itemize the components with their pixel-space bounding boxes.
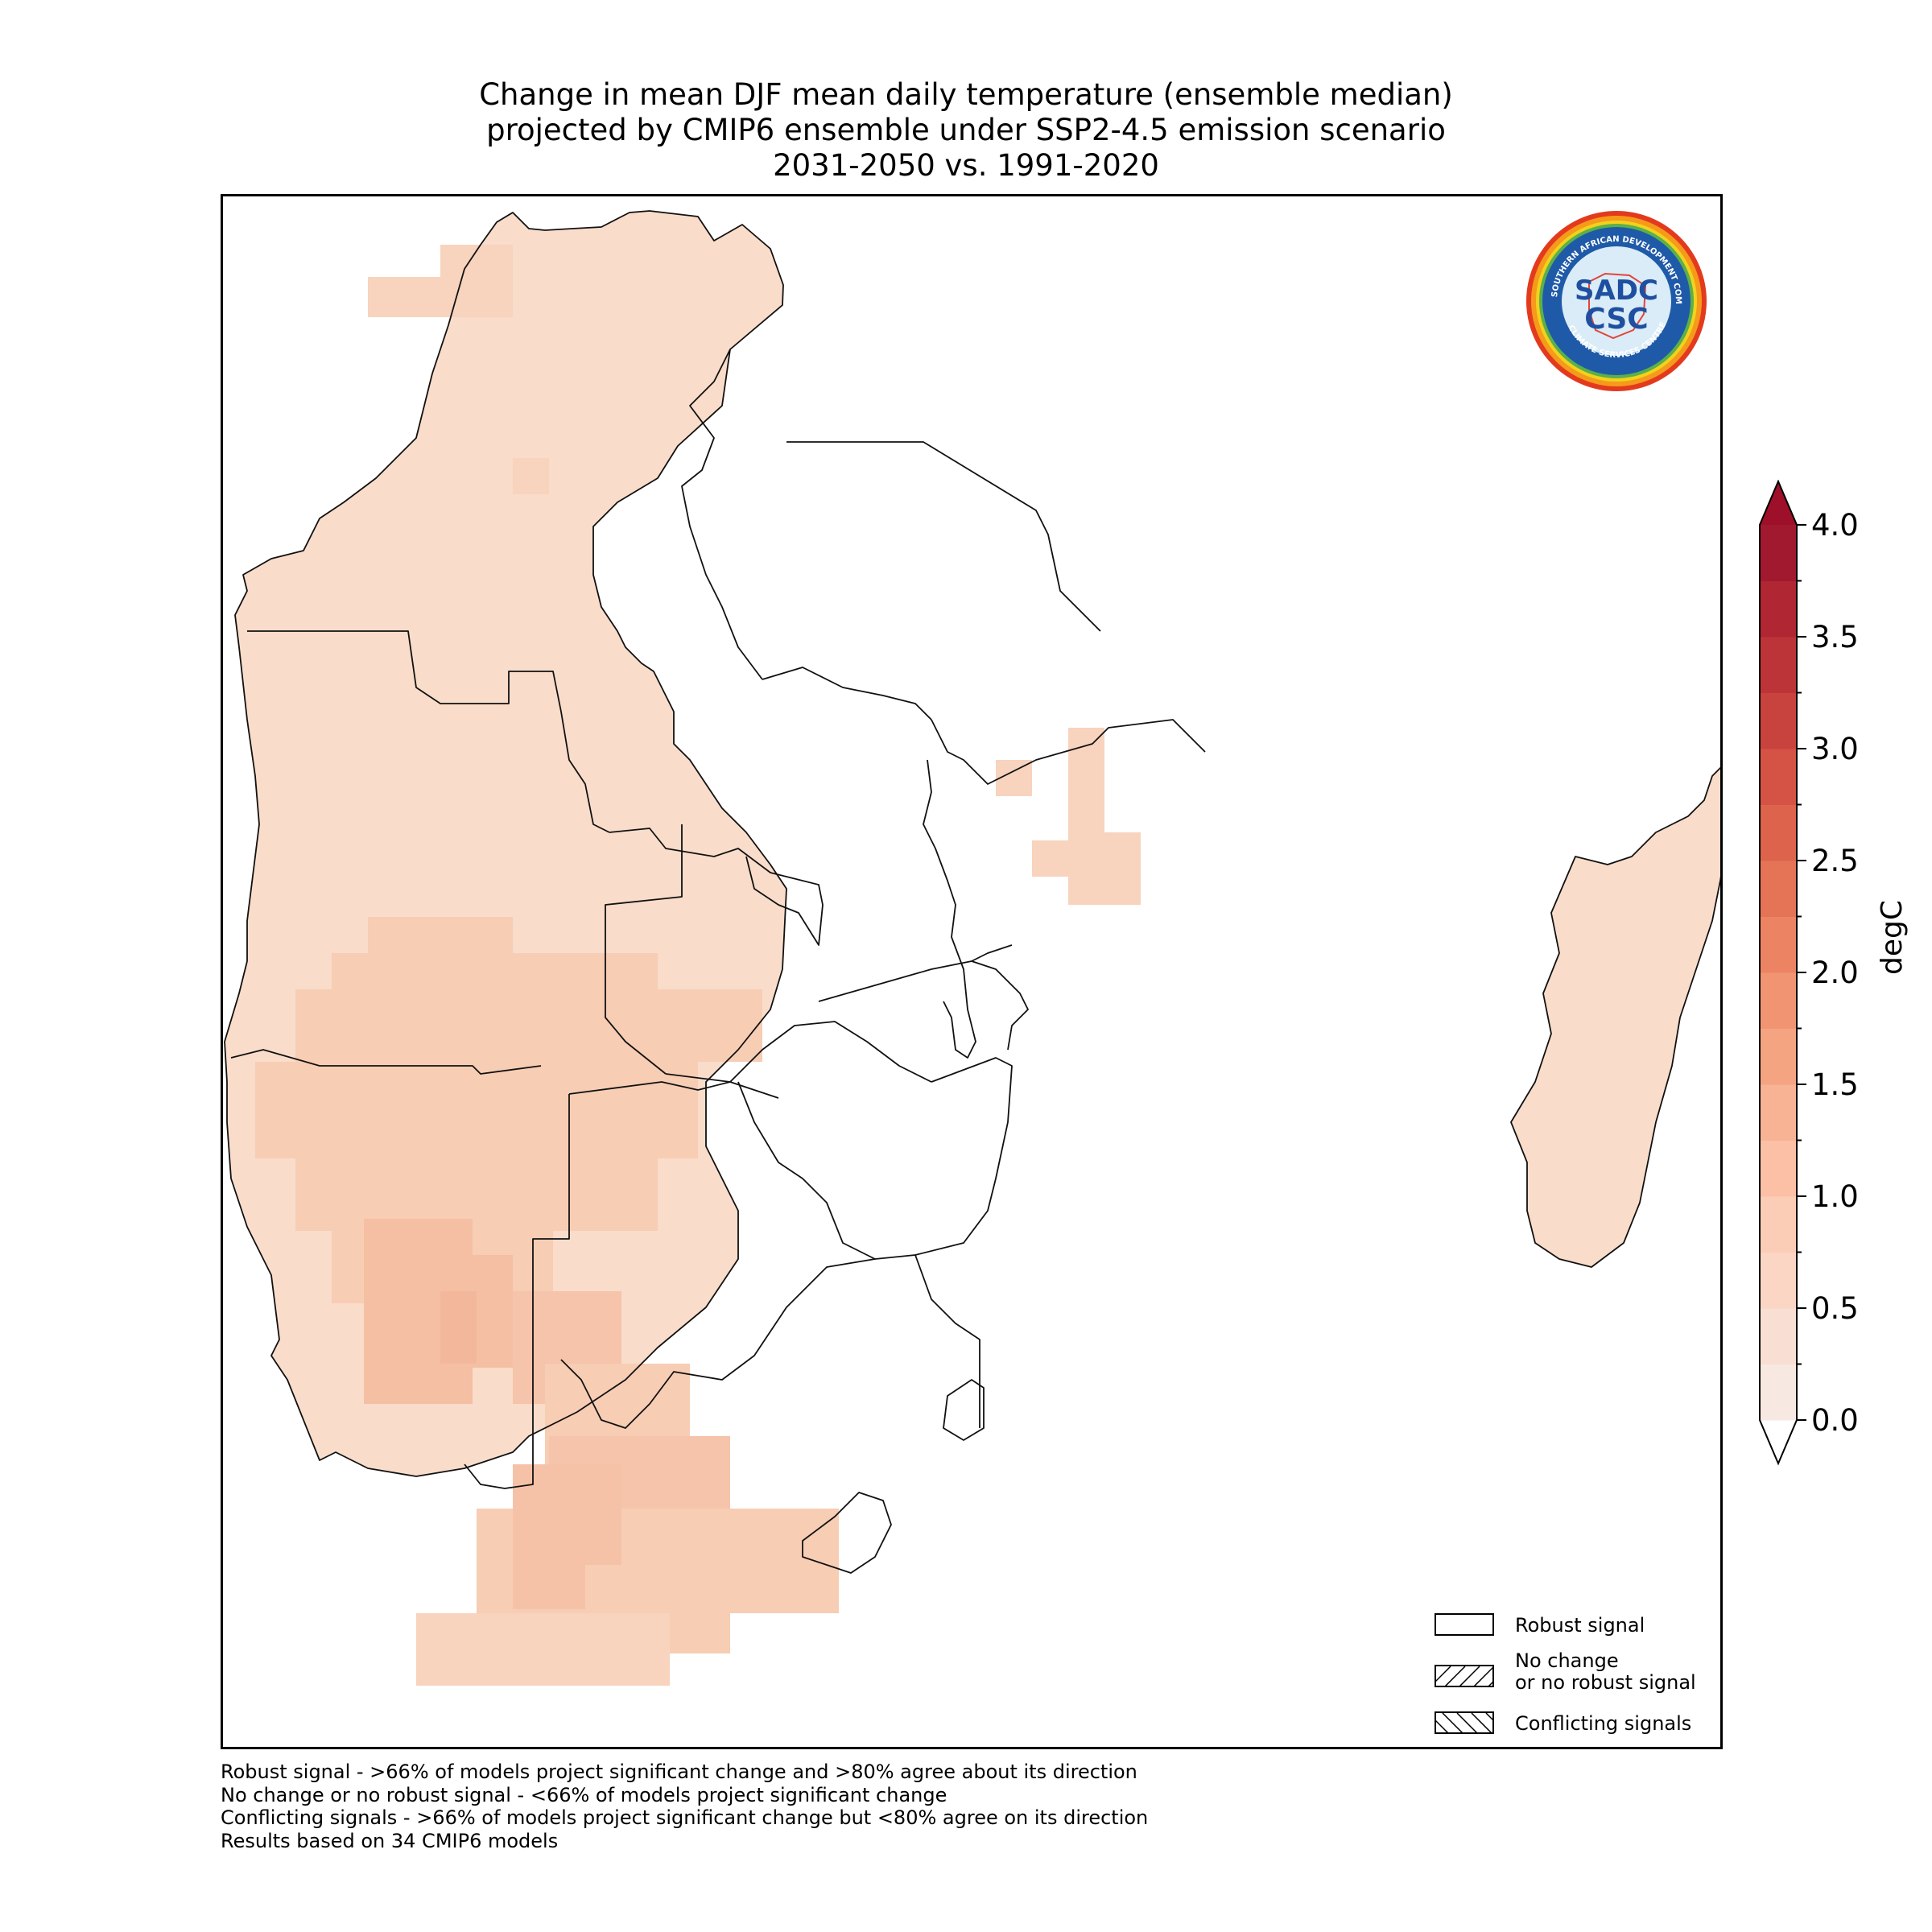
colorbar-segment — [1760, 861, 1797, 917]
colorbar-segment — [1760, 525, 1797, 581]
note-models: Results based on 34 CMIP6 models — [221, 1829, 559, 1852]
border-congo-tanzania — [681, 349, 763, 680]
africa-outline-icon — [1588, 272, 1647, 340]
border-tanzania-zambia — [762, 667, 932, 720]
colorbar-tick-label: 0.5 — [1811, 1291, 1859, 1326]
note-no-change: No change or no robust signal - <66% of … — [221, 1783, 947, 1806]
country-borders — [224, 210, 1720, 1574]
colorbar-tick-label: 2.0 — [1811, 956, 1859, 990]
grid-cell — [440, 1291, 477, 1364]
colorbar-segment — [1760, 692, 1797, 749]
colorbar-segment — [1760, 1252, 1797, 1309]
colorbar-segment — [1760, 1028, 1797, 1085]
title-line-3: 2031-2050 vs. 1991-2020 — [773, 148, 1159, 183]
border-tanzania-kenya — [786, 441, 1101, 632]
malawi-lake — [923, 759, 976, 1059]
coastline — [224, 210, 787, 1477]
legend-label-robust: Robust signal — [1515, 1614, 1645, 1637]
colorbar-segment — [1760, 1308, 1797, 1364]
border-zimbabwe-botswana-sa — [737, 1081, 916, 1260]
footnotes: Robust signal - >66% of models project s… — [221, 1761, 1148, 1852]
warming-grid-cells — [255, 245, 1141, 1686]
grid-cell — [996, 760, 1032, 796]
colorbar-tick-label: 4.0 — [1811, 508, 1859, 543]
logo-mark-csc: CSC — [1584, 303, 1648, 336]
colorbar-segment — [1760, 804, 1797, 861]
grid-cell — [368, 277, 440, 317]
colorbar-segment — [1760, 1084, 1797, 1141]
grid-cell — [368, 917, 513, 953]
legend-swatch-plain — [1435, 1613, 1494, 1636]
border-botswana-sa — [560, 1258, 876, 1429]
grid-cell — [416, 1613, 670, 1686]
grid-cell — [513, 458, 549, 494]
colorbar-segment — [1760, 1140, 1797, 1197]
legend-swatch-hatch-back — [1435, 1711, 1494, 1734]
colorbar-unit-label: degC — [1876, 900, 1909, 975]
border-sa-mozambique — [914, 1254, 980, 1428]
eswatini — [943, 1379, 985, 1441]
border-malawi-moz — [971, 960, 1029, 1051]
colorbar-tick-label: 1.0 — [1811, 1179, 1859, 1214]
logo-mark-sadc: SADC — [1575, 275, 1658, 307]
title-line-2: projected by CMIP6 ensemble under SSP2-4… — [486, 113, 1446, 147]
colorbar-segment — [1760, 1196, 1797, 1253]
colorbar-tick-label: 1.5 — [1811, 1067, 1859, 1102]
note-robust: Robust signal - >66% of models project s… — [221, 1761, 1137, 1783]
colorbar-tick-label: 3.0 — [1811, 732, 1859, 766]
colorbar-segment — [1760, 1364, 1797, 1421]
colorbar-tick-label: 3.5 — [1811, 620, 1859, 654]
grid-cell — [1032, 840, 1068, 877]
title-line-1: Change in mean DJF mean daily temperatur… — [479, 77, 1453, 112]
border-zambia-malawi-moz — [818, 944, 1013, 1002]
border-congo-angola — [247, 630, 610, 833]
colorbar-segment — [1760, 916, 1797, 973]
map-panel — [221, 194, 1723, 1749]
colorbar-tick-label: 2.5 — [1811, 844, 1859, 878]
grid-cell — [1068, 832, 1141, 905]
legend-label-no-robust: or no robust signal — [1515, 1671, 1696, 1694]
colorbar-tick-label: 0.0 — [1811, 1403, 1859, 1438]
colorbar-segment — [1760, 972, 1797, 1029]
madagascar-coast — [1510, 766, 1720, 1268]
border-zambia-angola — [605, 824, 683, 1075]
colorbar-segment — [1760, 580, 1797, 638]
legend-label-conflicting: Conflicting signals — [1515, 1712, 1692, 1735]
note-conflicting: Conflicting signals - >66% of models pro… — [221, 1806, 1149, 1829]
grid-cell — [295, 1158, 658, 1231]
lesotho — [802, 1492, 892, 1574]
grid-cell — [295, 989, 762, 1062]
grid-cell — [440, 245, 513, 317]
grid-cell — [255, 1062, 698, 1158]
signal-legend: Robust signal No change or no robust sig… — [1435, 1613, 1708, 1742]
grid-cell — [1068, 728, 1104, 832]
colorbar-extend-min — [1760, 1420, 1797, 1463]
map-title: Change in mean DJF mean daily temperatur… — [0, 77, 1932, 184]
legend-label-no-change: No change — [1515, 1649, 1619, 1672]
grid-cell — [332, 953, 658, 993]
colorbar-canvas: 0.0 0.5 1.0 1.5 2.0 2.5 3.0 3.5 4.0 — [1759, 479, 1859, 1466]
colorbar-segment — [1760, 637, 1797, 693]
map-canvas — [224, 210, 1720, 1686]
colorbar: 0.0 0.5 1.0 1.5 2.0 2.5 3.0 3.5 4.0 — [1731, 479, 1932, 1494]
border-tanzania-mozambique — [931, 719, 1206, 785]
border-namibia-angola — [230, 1049, 542, 1075]
border-zimbabwe-mozambique — [914, 1057, 1013, 1256]
madagascar-fill — [1511, 768, 1720, 1267]
colorbar-extend-max — [1760, 481, 1797, 525]
border-congo-zambia — [609, 828, 824, 946]
colorbar-segment — [1760, 749, 1797, 805]
sadc-csc-logo: SOUTHERN AFRICAN DEVELOPMENT COMMUNITY C… — [1521, 203, 1708, 393]
legend-swatch-hatch-forward — [1435, 1665, 1494, 1687]
border-botswana-north — [568, 1081, 779, 1099]
border-namibia-botswana — [464, 1094, 570, 1489]
border-zambia-zimbabwe — [665, 1021, 932, 1083]
